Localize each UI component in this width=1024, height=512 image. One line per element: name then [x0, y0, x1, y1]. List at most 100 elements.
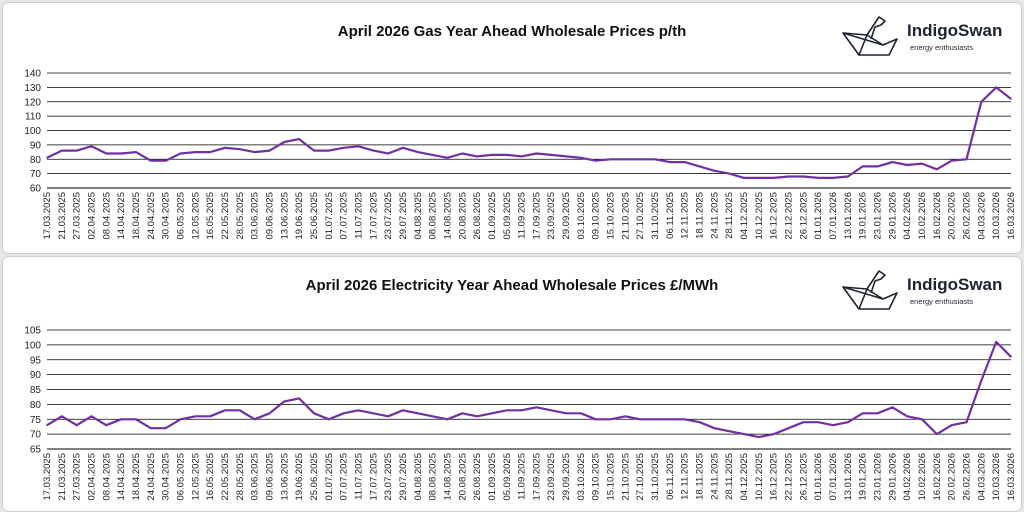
data-point	[995, 341, 997, 343]
data-point	[476, 415, 478, 418]
y-tick-label: 70	[30, 169, 42, 180]
data-point	[550, 154, 553, 156]
data-point	[224, 409, 226, 412]
x-tick-label: 28.05.2025	[235, 453, 246, 501]
data-point	[105, 424, 108, 426]
data-point	[327, 418, 330, 421]
swan-logo-icon	[842, 270, 898, 310]
data-point	[787, 175, 790, 178]
series-line	[46, 340, 1012, 439]
data-point	[669, 418, 671, 421]
y-tick-label: 80	[30, 155, 42, 166]
data-point	[891, 161, 894, 163]
x-tick-label: 07.07.2025	[339, 192, 350, 240]
y-tick-label: 70	[30, 430, 42, 441]
data-point	[520, 155, 523, 158]
x-tick-label: 09.10.2025	[591, 453, 602, 501]
x-tick-label: 11.09.2025	[517, 453, 528, 500]
x-tick-label: 23.09.2025	[546, 453, 557, 501]
data-point	[980, 100, 983, 103]
x-tick-label: 23.01.2026	[873, 192, 884, 240]
data-point	[1010, 355, 1012, 358]
data-point	[179, 418, 182, 421]
y-tick-label: 100	[24, 126, 41, 137]
y-tick-label: 80	[30, 400, 42, 411]
x-tick-label: 22.12.2025	[784, 453, 795, 501]
x-tick-label: 13.06.2025	[279, 192, 290, 240]
data-point	[698, 165, 701, 168]
x-tick-label: 28.11.2025	[724, 453, 735, 500]
x-tick-label: 12.05.2025	[190, 192, 201, 240]
data-point	[372, 149, 375, 152]
x-tick-label: 22.05.2025	[220, 453, 231, 501]
logo-tagline-text: energy enthusiasts	[910, 297, 973, 306]
x-tick-label: 25.06.2025	[309, 192, 320, 240]
data-point	[402, 146, 404, 149]
x-tick-label: 06.05.2025	[175, 192, 186, 240]
x-tick-label: 05.09.2025	[502, 453, 513, 501]
data-point	[46, 157, 48, 159]
data-point	[550, 409, 553, 412]
x-tick-label: 20.08.2025	[457, 192, 468, 240]
data-point	[224, 146, 226, 149]
data-point	[802, 421, 805, 424]
data-point	[239, 148, 241, 150]
data-point	[491, 154, 493, 156]
data-point	[387, 415, 389, 418]
x-tick-label: 29.01.2026	[887, 453, 898, 501]
data-point	[861, 412, 864, 415]
data-point	[906, 415, 908, 418]
data-point	[891, 406, 894, 409]
x-tick-label: 16.03.2026	[1006, 453, 1017, 501]
x-tick-label: 04.08.2025	[413, 192, 424, 240]
data-point	[120, 418, 122, 421]
data-point	[980, 379, 983, 382]
data-point	[194, 415, 197, 418]
x-tick-label: 19.06.2025	[294, 453, 305, 501]
data-point	[921, 418, 923, 421]
x-tick-label: 25.06.2025	[309, 453, 320, 501]
x-tick-label: 21.03.2025	[57, 192, 68, 240]
x-tick-label: 14.08.2025	[442, 453, 453, 501]
y-tick-label: 90	[30, 140, 42, 151]
data-point	[150, 427, 152, 429]
x-tick-label: 14.08.2025	[442, 192, 453, 240]
x-tick-label: 16.02.2026	[932, 192, 943, 240]
x-tick-label: 04.03.2026	[976, 192, 987, 240]
data-point	[135, 151, 137, 153]
data-point	[90, 415, 93, 418]
data-point	[253, 418, 256, 421]
data-point	[965, 158, 968, 161]
data-point	[387, 152, 389, 155]
x-tick-label: 27.10.2025	[635, 453, 646, 501]
x-tick-label: 20.08.2025	[457, 453, 468, 501]
data-point	[194, 151, 197, 153]
x-tick-label: 30.04.2025	[161, 453, 172, 501]
x-tick-label: 31.10.2025	[650, 192, 661, 240]
data-point	[431, 415, 434, 418]
data-point	[861, 165, 864, 168]
data-point	[313, 412, 315, 415]
x-tick-label: 11.07.2025	[353, 192, 364, 239]
x-tick-label: 14.04.2025	[116, 192, 127, 240]
data-point	[713, 169, 716, 172]
x-tick-label: 16.03.2026	[1006, 192, 1017, 240]
x-tick-label: 26.02.2026	[962, 453, 973, 501]
x-tick-label: 11.09.2025	[517, 192, 528, 239]
x-tick-label: 26.12.2025	[798, 192, 809, 240]
data-point	[446, 157, 449, 159]
x-tick-label: 18.11.2025	[695, 192, 706, 239]
x-tick-label: 20.02.2026	[947, 453, 958, 501]
data-point	[728, 172, 731, 175]
x-tick-label: 15.10.2025	[606, 453, 617, 501]
data-point	[965, 421, 968, 424]
x-tick-label: 06.11.2025	[665, 453, 676, 500]
data-point	[327, 149, 330, 152]
data-point	[609, 418, 612, 421]
data-point	[209, 151, 211, 153]
x-tick-label: 03.10.2025	[576, 453, 587, 501]
x-tick-label: 10.03.2026	[991, 192, 1002, 240]
data-point	[936, 168, 938, 171]
data-point	[416, 151, 419, 153]
data-point	[639, 158, 642, 161]
